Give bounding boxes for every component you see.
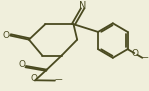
Text: —: — [141,54,148,63]
Text: O: O [2,31,9,40]
Text: —: — [55,76,62,85]
Text: O: O [31,74,38,83]
Text: N: N [79,1,87,11]
Text: O: O [132,49,139,58]
Text: O: O [18,60,25,69]
